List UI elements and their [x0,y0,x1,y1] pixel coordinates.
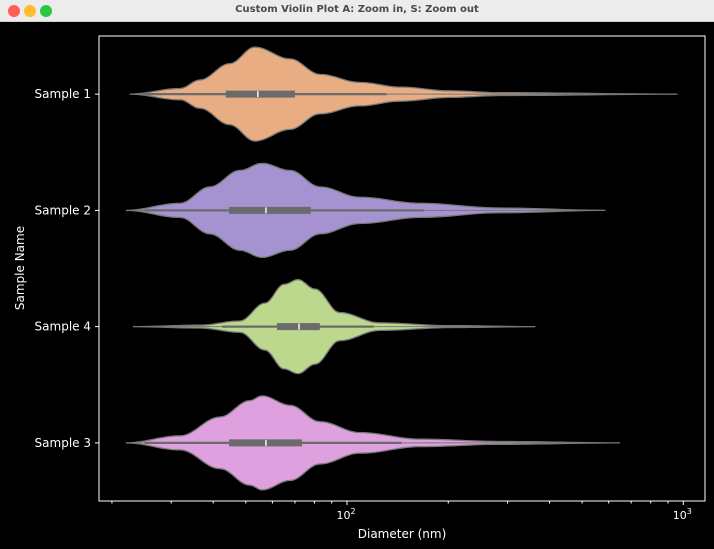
plot-frame [98,35,706,502]
x-tick-label: 103 [673,507,692,522]
x-axis-label: Diameter (nm) [358,527,447,541]
y-tick-label: Sample 2 [35,203,91,217]
window-title: Custom Violin Plot A: Zoom in, S: Zoom o… [235,4,479,15]
violin-sample-1 [129,46,678,142]
violin-sample-2 [125,162,606,259]
y-tick-label: Sample 4 [35,320,91,334]
y-tick-label: Sample 3 [35,436,91,450]
close-window-button[interactable] [8,5,20,17]
iqr-box [225,90,295,98]
minimize-window-button[interactable] [24,5,36,17]
iqr-box [229,206,311,214]
violin-sample-4 [133,278,536,375]
window-titlebar: Custom Violin Plot A: Zoom in, S: Zoom o… [0,0,714,22]
y-axis-label: Sample Name [13,226,27,310]
x-tick-label: 102 [336,507,355,522]
zoom-window-button[interactable] [40,5,52,17]
violin-sample-3 [125,395,620,491]
y-tick-label: Sample 1 [35,87,91,101]
